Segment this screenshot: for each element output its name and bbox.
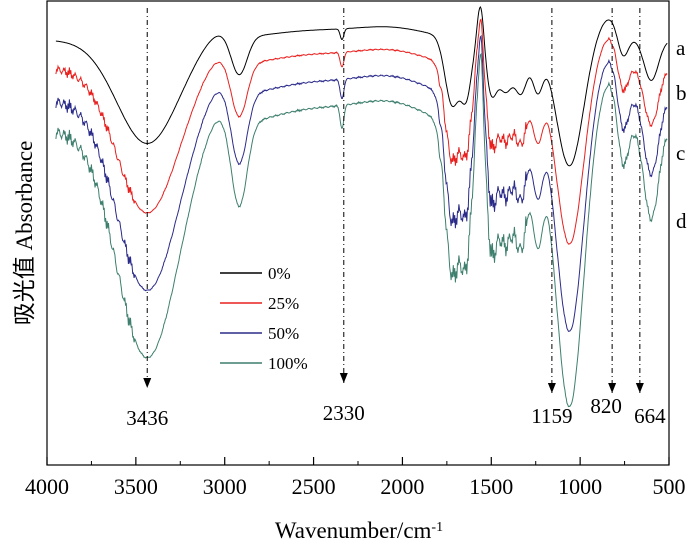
legend-label: 50% [268, 324, 299, 343]
x-tick-label: 2000 [380, 474, 424, 499]
curve-tag: c [676, 141, 685, 165]
series-line [55, 18, 668, 245]
x-tick-label: 2500 [292, 474, 336, 499]
x-tick-label: 1500 [469, 474, 513, 499]
curve-tag: b [676, 81, 687, 105]
peak-annotations: 3436 2330 1159 820 664 [126, 8, 666, 430]
annotation-arrowhead [547, 383, 556, 393]
annotation-label: 820 [590, 394, 622, 418]
curve-tags: ab c d [676, 36, 687, 233]
legend-label: 0% [268, 264, 291, 283]
spectra [55, 5, 668, 408]
x-axis-label: Wavenumber/cm-1 [275, 518, 443, 543]
annotation-arrowhead [339, 373, 348, 383]
y-axis-label: 吸光值 Absorbance [12, 141, 37, 326]
legend-label: 25% [268, 294, 299, 313]
annotation-arrowhead [143, 378, 152, 388]
x-axis: 4000 3500 3000 2500 2000 1500 1000 500 [25, 457, 686, 499]
annotation-arrowhead [635, 383, 644, 393]
annotation-label: 1159 [531, 404, 572, 428]
plot-frame [46, 0, 670, 466]
curve-tag: d [676, 209, 687, 233]
curve-tag: a [676, 36, 686, 60]
series-line [55, 5, 668, 167]
legend: 0% 25% 50% 100% [220, 264, 308, 373]
x-tick-label: 1000 [558, 474, 602, 499]
annotation-arrowhead [608, 383, 617, 393]
annotation-label: 3436 [126, 406, 168, 430]
annotation-label: 664 [634, 404, 666, 428]
annotation-label: 2330 [323, 401, 365, 425]
x-tick-label: 4000 [25, 474, 69, 499]
series-line [55, 52, 668, 408]
legend-label: 100% [268, 354, 308, 373]
x-tick-label: 500 [653, 474, 686, 499]
x-tick-label: 3000 [203, 474, 247, 499]
x-tick-label: 3500 [114, 474, 158, 499]
series-line [55, 34, 668, 333]
